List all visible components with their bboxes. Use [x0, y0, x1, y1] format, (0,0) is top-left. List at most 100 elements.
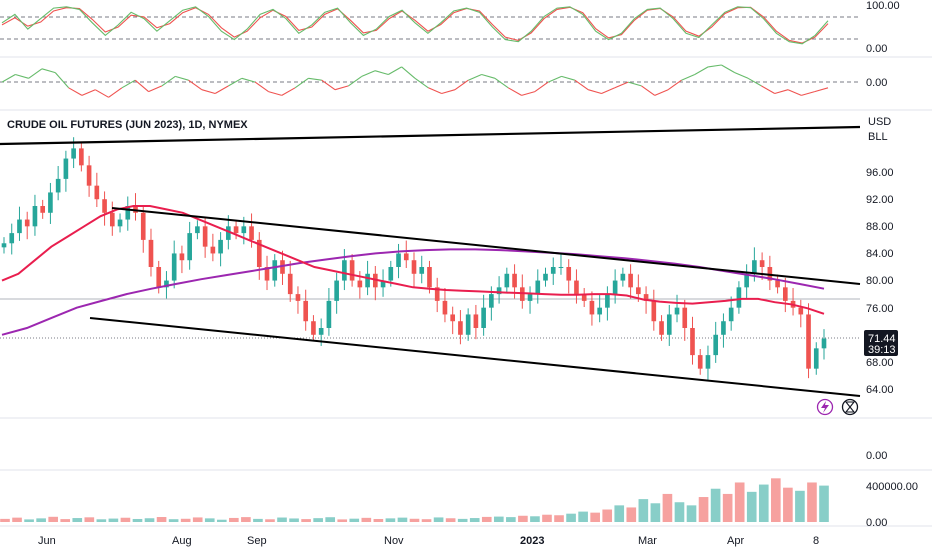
candle-body: [427, 267, 432, 288]
osc-segment: [507, 87, 522, 96]
osc-segment: [468, 73, 482, 81]
volume-bar: [397, 517, 408, 522]
osc-segment: [1, 74, 16, 83]
candle-body: [272, 260, 278, 281]
candle-body: [365, 273, 370, 288]
candle-body: [357, 280, 363, 288]
candle-body: [210, 246, 216, 254]
osc-segment: [628, 81, 642, 87]
osc-segment: [68, 87, 83, 96]
osc-segment: [321, 79, 336, 91]
volume-bar: [192, 517, 203, 522]
volume-bar: [301, 519, 311, 522]
osc-segment: [28, 68, 43, 79]
candle-body: [713, 334, 719, 356]
candle-body: [581, 294, 587, 301]
candle-body: [612, 280, 618, 295]
candle-body: [674, 307, 680, 315]
osc-segment: [548, 75, 562, 83]
osc-segment: [747, 77, 762, 87]
candle-body: [458, 321, 463, 335]
lightning-icon[interactable]: [816, 398, 834, 416]
candle-body: [326, 300, 332, 328]
volume-bar: [493, 516, 504, 522]
candle-body: [744, 273, 749, 288]
volume-bar: [12, 517, 22, 522]
volume-bar: [650, 503, 661, 522]
candle-body: [202, 226, 208, 247]
osc-segment: [694, 66, 709, 75]
volume-bar: [409, 518, 420, 522]
stoch-d-line: [1, 6, 829, 44]
candle-body: [504, 273, 510, 288]
channel-lower-line[interactable]: [89, 317, 861, 397]
candle-body: [651, 300, 657, 322]
volume-bar: [96, 519, 107, 522]
candle-body: [48, 192, 53, 213]
stoch-tick: 0.00: [866, 43, 887, 55]
candle-body: [156, 267, 162, 288]
volume-bar: [566, 513, 576, 522]
upper-trendline[interactable]: [0, 125, 861, 146]
candle-body: [334, 280, 339, 301]
candle-body: [821, 338, 827, 349]
volume-bar: [795, 490, 805, 522]
osc-segment: [108, 87, 123, 98]
volume-bar: [481, 516, 492, 522]
volume-bar: [638, 499, 649, 522]
volume-bar: [433, 517, 444, 522]
unit-label: BLL: [868, 131, 888, 143]
candle-body: [195, 226, 200, 234]
osc-segment: [254, 81, 269, 93]
osc-segment: [414, 77, 429, 89]
volume-bar: [746, 491, 757, 522]
candle-body: [125, 206, 131, 220]
volume-bar: [710, 488, 721, 522]
volume-bar: [578, 511, 588, 522]
osc-segment: [667, 79, 682, 91]
candle-body: [628, 273, 633, 288]
candle-body: [682, 307, 688, 328]
osc-segment: [214, 85, 229, 94]
volume-bar: [674, 502, 685, 522]
osc-segment: [134, 79, 149, 93]
volume-panel: [0, 478, 829, 522]
osc-segment: [348, 75, 363, 87]
volume-bar: [807, 482, 817, 522]
candle-body: [226, 226, 231, 240]
volume-bar: [734, 482, 745, 522]
candle-body: [171, 253, 177, 281]
candle-body: [666, 314, 672, 335]
osc-segment: [161, 75, 176, 87]
osc-segment: [814, 87, 829, 93]
candle-body: [806, 314, 811, 369]
volume-bar: [457, 518, 468, 522]
channel-upper-line[interactable]: [111, 207, 861, 285]
candle-body: [736, 287, 742, 308]
hourglass-icon[interactable]: [841, 398, 859, 416]
volume-bar: [241, 517, 251, 522]
volume-bar: [132, 518, 143, 522]
volume-bar: [421, 519, 432, 522]
candle-body: [419, 267, 425, 274]
candle-body: [403, 253, 409, 261]
osc-segment: [721, 64, 736, 74]
volume-bar: [590, 512, 600, 522]
volume-bar: [325, 517, 336, 522]
price-tick: 84.00: [866, 248, 894, 260]
x-tick: Apr: [727, 535, 744, 547]
candle-body: [589, 300, 595, 315]
slow-moving-average: [1, 248, 825, 336]
osc-segment: [374, 70, 389, 76]
candle-body: [798, 307, 804, 315]
candle-body: [527, 294, 533, 301]
volume-bar: [265, 519, 275, 522]
volume-bar: [216, 519, 227, 522]
candle-body: [17, 219, 22, 234]
volume-bar: [626, 507, 637, 522]
volume-bar: [60, 519, 71, 522]
volume-bar: [108, 518, 119, 522]
osc-segment: [494, 77, 509, 89]
price-tick: 80.00: [866, 275, 894, 287]
volume-bar: [686, 505, 697, 522]
